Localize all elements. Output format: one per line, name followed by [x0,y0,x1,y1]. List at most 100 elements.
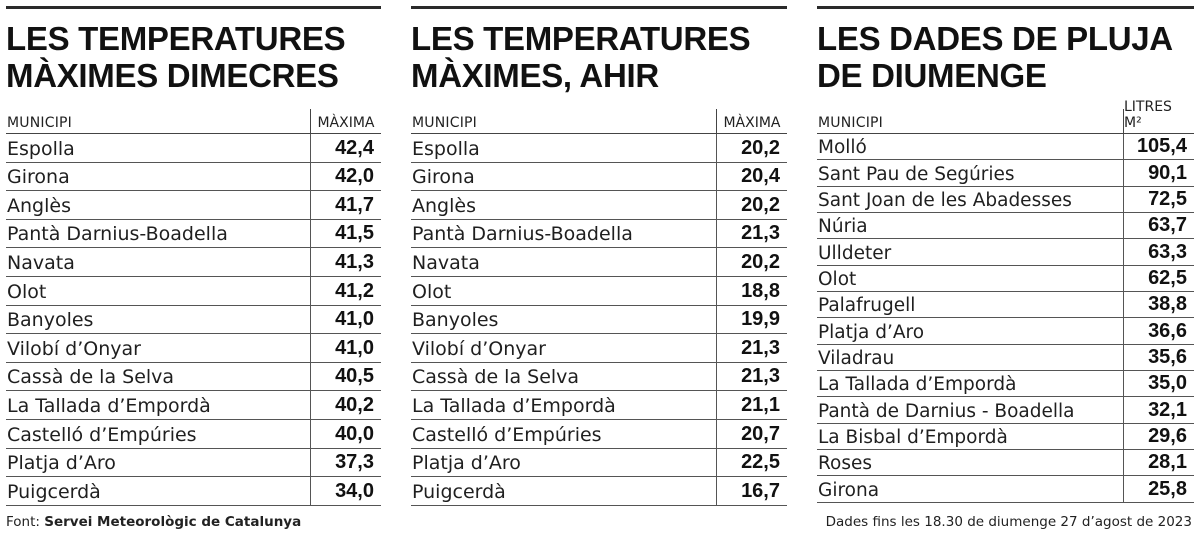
source-name: Servei Meteorològic de Catalunya [44,514,302,530]
municipality-name: Vilobí d’Onyar [7,337,141,360]
panel-title: LES TEMPERATURES MÀXIMES, AHIR [411,20,787,100]
table-row: Cassà de la Selva 40,5 [6,362,381,392]
panel-top-rule [6,6,381,9]
table-row: La Tallada d’Empordà 40,2 [6,391,381,420]
municipality-name: Banyoles [7,309,94,332]
municipality-name: Girona [7,166,70,189]
municipality-name: La Tallada d’Empordà [818,374,1017,396]
source-label: Font: [6,514,45,530]
table-row: Pantà Darnius-Boadella 21,3 [411,219,787,249]
municipality-name: Castelló d’Empúries [7,423,197,446]
municipality-name: La Bisbal d’Empordà [818,427,1008,449]
measurement-value: 21,3 [716,362,787,391]
municipality-name: Puigcerdà [7,480,101,503]
table-row: Olot 18,8 [411,276,787,306]
municipality-name: Núria [818,216,868,238]
table-row: Núria 63,7 [817,213,1194,240]
measurement-value: 16,7 [716,477,787,505]
column-header-municipality: MUNICIPI [818,115,884,131]
municipality-name: Anglès [7,194,71,217]
measurement-value: 41,3 [310,248,381,276]
table-row: Puigcerdà 34,0 [6,477,381,506]
measurement-value: 35,6 [1123,344,1194,371]
measurement-value: 41,0 [310,334,381,362]
municipality-name: Roses [818,453,873,475]
table-row: Puigcerdà 16,7 [411,477,787,506]
measurement-value: 40,0 [310,419,381,448]
measurement-value: 25,8 [1123,476,1194,502]
table-row: Pantà de Darnius - Boadella 32,1 [817,397,1194,424]
municipality-name: Molló [818,137,867,159]
table-row: Espolla 20,2 [411,134,787,163]
table-row: Castelló d’Empúries 40,0 [6,419,381,449]
measurement-value: 21,3 [716,334,787,362]
table-row: Palafrugell 38,8 [817,292,1194,319]
table-header: MUNICIPI MÀXIMA [6,109,381,134]
panel-title-line-1: LES TEMPERATURES [6,20,346,57]
measurement-value: 63,7 [1123,213,1194,239]
table-row: Banyoles 19,9 [411,305,787,335]
column-header-municipality: MUNICIPI [7,115,73,131]
table-row: Olot 62,5 [817,265,1194,293]
measurement-value: 35,0 [1123,371,1194,397]
municipality-name: Cassà de la Selva [412,366,580,389]
panel-title-line-2: MÀXIMES DIMECRES [6,57,339,94]
table-row: Navata 20,2 [411,248,787,277]
panel-top-rule [411,6,787,9]
max-temps-wednesday-panel: LES TEMPERATURES MÀXIMES DIMECRES MUNICI… [6,6,381,506]
measurement-value: 41,2 [310,276,381,305]
municipality-name: Palafrugell [818,295,916,317]
panel-title-line-1: LES TEMPERATURES [411,20,751,57]
measurement-value: 42,0 [310,162,381,191]
municipality-name: Espolla [7,137,75,160]
table-row: Navata 41,3 [6,248,381,277]
table-row: La Tallada d’Empordà 21,1 [411,391,787,420]
measurement-value: 20,4 [716,162,787,191]
municipality-name: Platja d’Aro [818,321,925,343]
table-row: Girona 42,0 [6,162,381,192]
municipality-name: Anglès [412,194,476,217]
column-header-value: MÀXIMA [310,109,381,133]
table-row: Cassà de la Selva 21,3 [411,362,787,392]
measurement-value: 18,8 [716,276,787,305]
measurement-value: 40,5 [310,362,381,391]
municipality-name: Puigcerdà [412,480,506,503]
measurement-value: 41,5 [310,219,381,248]
table-row: Pantà Darnius-Boadella 41,5 [6,219,381,249]
municipality-name: Navata [412,251,480,274]
table-row: Sant Pau de Segúries 90,1 [817,160,1194,187]
municipality-name: La Tallada d’Empordà [7,394,211,417]
table-row: Castelló d’Empúries 20,7 [411,419,787,449]
measurement-value: 41,7 [310,191,381,219]
measurement-value: 62,5 [1123,265,1194,292]
panel-title: LES TEMPERATURES MÀXIMES DIMECRES [6,20,381,100]
measurement-value: 20,2 [716,134,787,162]
municipality-name: Sant Pau de Segúries [818,163,1015,185]
table-row: Espolla 42,4 [6,134,381,163]
measurement-value: 28,1 [1123,450,1194,476]
table-row: Sant Joan de les Abadesses 72,5 [817,186,1194,214]
municipality-name: Olot [7,280,47,303]
table-row: Platja d’Aro 37,3 [6,448,381,478]
table-row: Molló 105,4 [817,134,1194,161]
municipality-name: Olot [818,269,857,291]
table-row: Anglès 20,2 [411,191,787,220]
source-credit: Font: Servei Meteorològic de Catalunya [6,514,301,530]
municipality-name: Banyoles [412,309,499,332]
table-header: MUNICIPI LITRES M² [817,99,1194,134]
table-row: La Bisbal d’Empordà 29,6 [817,423,1194,451]
table-row: Ulldeter 63,3 [817,239,1194,266]
municipality-name: Olot [412,280,452,303]
measurement-value: 20,2 [716,191,787,219]
table-row: Platja d’Aro 36,6 [817,318,1194,345]
municipality-name: Cassà de la Selva [7,366,175,389]
municipality-name: Pantà Darnius-Boadella [412,223,633,246]
measurement-value: 19,9 [716,305,787,334]
table-row: La Tallada d’Empordà 35,0 [817,371,1194,398]
measurement-value: 34,0 [310,477,381,505]
measurement-value: 37,3 [310,448,381,477]
table-row: Banyoles 41,0 [6,305,381,335]
municipality-name: Girona [412,166,475,189]
measurement-value: 38,8 [1123,292,1194,318]
measurement-value: 22,5 [716,448,787,477]
